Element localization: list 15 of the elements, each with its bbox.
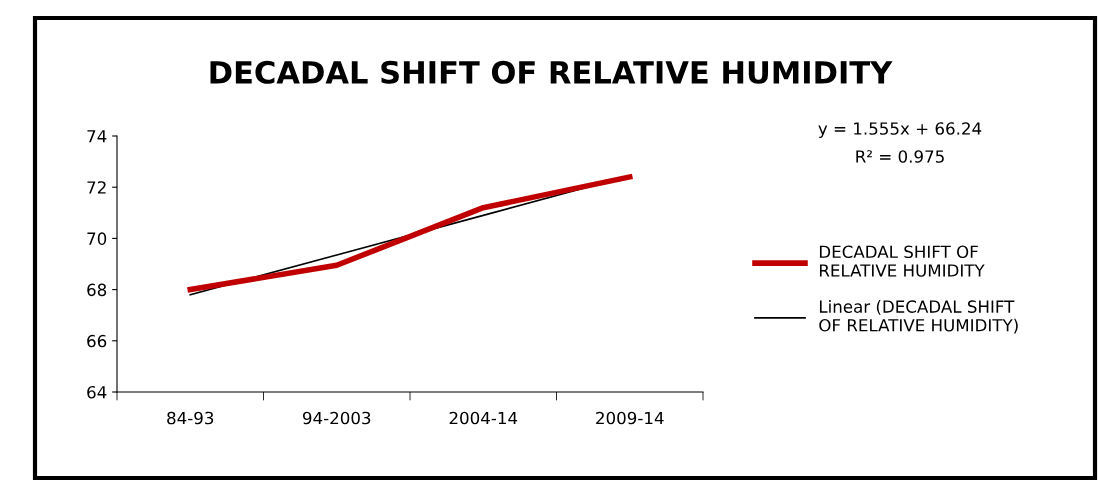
x-tick-label: 84-93 (167, 411, 214, 425)
legend-label: DECADAL SHIFT OF RELATIVE HUMIDITY (819, 245, 985, 277)
y-tick-label: 72 (87, 181, 106, 194)
y-tick-label: 74 (87, 130, 107, 143)
y-tick-label: 64 (87, 385, 107, 399)
x-tick-label: 2004-14 (449, 411, 518, 425)
legend-label: Linear (DECADAL SHIFT OF RELATIVE HUMIDITY) (819, 300, 1018, 334)
y-tick-label: 70 (87, 232, 107, 245)
chart-title: DECADAL SHIFT OF RELATIVE HUMIDITY (210, 60, 893, 84)
y-tick-label: 68 (87, 283, 107, 297)
y-tick-label: 66 (87, 334, 107, 348)
text: y = 1.555x + 66.24 (818, 122, 982, 139)
text: R² = 0.975 (856, 150, 944, 163)
x-tick-label: 2009-14 (596, 411, 664, 425)
x-tick-label: 94-2003 (302, 411, 371, 425)
